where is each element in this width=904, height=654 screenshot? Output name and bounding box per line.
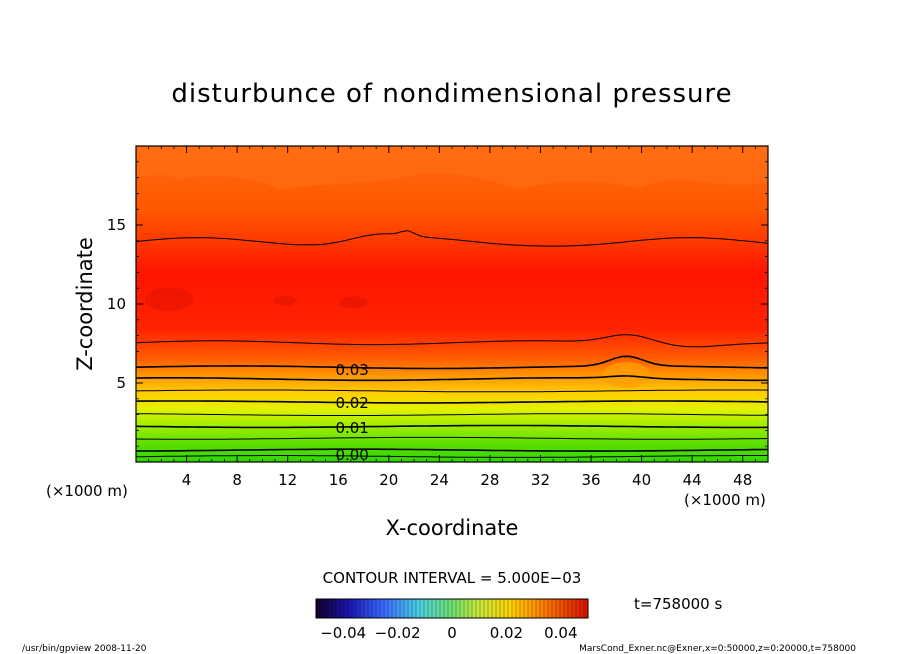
footer-left: /usr/bin/gpview 2008-11-20: [22, 644, 147, 654]
contour-line: [136, 400, 768, 404]
field-blob: [274, 295, 297, 306]
y-axis-title: Z-coordinate: [73, 237, 97, 371]
contour-line: [136, 455, 768, 458]
contour-label: 0.01: [335, 419, 368, 437]
colorbar-tick-label: −0.04: [320, 624, 366, 642]
chart-title: disturbunce of nondimensional pressure: [171, 79, 732, 109]
contour-line: [136, 448, 768, 452]
x-tick-label: 24: [430, 471, 449, 489]
field-blob: [144, 287, 193, 312]
contour-line: [136, 230, 768, 247]
x-axis-unit: (×1000 m): [684, 491, 766, 509]
contour-label: 0.02: [335, 394, 368, 412]
plot-area: 0.030.020.010.00 4 8 12 16 20 24 28 32 36 40 44 48 …: [107, 145, 769, 489]
contour-line: [136, 413, 768, 416]
y-tick-label: 10: [107, 295, 126, 313]
footer-right: MarsCond_Exner.nc@Exner,x=0:50000,z=0:20…: [579, 644, 856, 654]
contour-interval-text: CONTOUR INTERVAL = 5.000E−03: [323, 569, 582, 587]
x-tick-label: 8: [232, 471, 242, 489]
field-blob: [339, 296, 368, 309]
x-tick-label: 16: [329, 471, 348, 489]
contour-label: 0.03: [335, 361, 368, 379]
contour-label: 0.00: [335, 446, 368, 464]
x-tick-label: 4: [182, 471, 192, 489]
colorbar-tick-label: 0.04: [544, 624, 577, 642]
y-tick-label: 15: [107, 216, 126, 234]
x-tick-label: 28: [480, 471, 499, 489]
x-tick-label: 40: [632, 471, 651, 489]
x-tick-label: 36: [581, 471, 600, 489]
contour-line: [136, 375, 768, 382]
contour-field: [136, 146, 768, 462]
x-tick-label: 48: [733, 471, 752, 489]
colorbar: −0.04 −0.02 0 0.02 0.04: [315, 598, 589, 642]
y-tick-label: 5: [116, 374, 126, 392]
colorbar-tick-label: 0: [447, 624, 457, 642]
field-upper-band: [136, 146, 768, 190]
contour-line: [136, 424, 768, 429]
contour-line: [136, 389, 768, 393]
x-tick-label: 12: [278, 471, 297, 489]
contour-line: [136, 355, 768, 370]
contour-line: [136, 334, 768, 348]
field-blob: [602, 362, 651, 389]
y-axis-unit: (×1000 m): [46, 482, 128, 500]
x-tick-label: 44: [683, 471, 702, 489]
colorbar-tick-label: −0.02: [375, 624, 421, 642]
x-tick-label: 32: [531, 471, 550, 489]
time-label: t=758000 s: [634, 595, 722, 613]
colorbar-tick-label: 0.02: [490, 624, 523, 642]
x-tick-label: 20: [379, 471, 398, 489]
contour-line: [136, 436, 768, 440]
x-axis-title: X-coordinate: [386, 516, 519, 540]
